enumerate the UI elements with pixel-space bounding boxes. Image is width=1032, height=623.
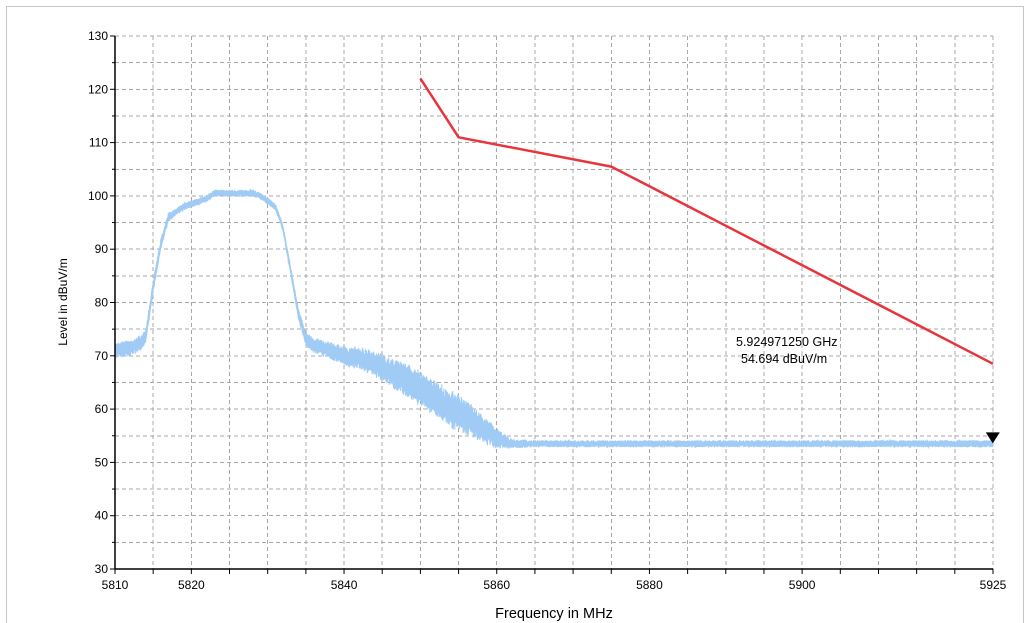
x-tick-label: 5810: [102, 578, 129, 592]
grid-lines: [115, 35, 994, 569]
measurement-trace-line: [114, 188, 994, 450]
y-tick-label: 120: [88, 82, 108, 96]
y-tick-label: 30: [95, 562, 109, 576]
limit-line: [419, 77, 994, 365]
y-tick-label: 130: [88, 29, 108, 43]
y-tick-label: 50: [95, 455, 109, 469]
y-tick-label: 80: [95, 296, 109, 310]
axes-group: [110, 35, 994, 574]
x-tick-label: 5900: [789, 578, 816, 592]
y-tick-label: 90: [95, 242, 109, 256]
x-tick-label: 5925: [980, 578, 1007, 592]
plot-area: [115, 36, 993, 569]
tick-labels: 30 40 50 60 70 80 90 100 110 120 130 5810 5820 5840 58…: [88, 29, 1007, 592]
x-tick-label: 5860: [483, 578, 510, 592]
y-tick-label: 100: [88, 189, 108, 203]
y-axis-title: Level in dBuV/m: [56, 258, 70, 345]
x-tick-label: 5840: [331, 578, 358, 592]
y-tick-label: 40: [95, 509, 109, 523]
marker-frequency-readout: 5.924971250 GHz: [736, 335, 837, 349]
x-tick-label: 5880: [636, 578, 663, 592]
marker-group: 5.924971250 GHz 54.694 dBuV/m: [736, 335, 1000, 444]
x-axis-title: Frequency in MHz: [495, 606, 613, 622]
marker-level-readout: 54.694 dBuV/m: [741, 352, 827, 366]
y-tick-label: 110: [89, 136, 108, 150]
marker-triangle-icon[interactable]: [985, 432, 1000, 444]
y-tick-label: 60: [95, 402, 109, 416]
series-group: [114, 77, 994, 450]
x-tick-label: 5820: [178, 578, 205, 592]
y-tick-label: 70: [95, 349, 109, 363]
